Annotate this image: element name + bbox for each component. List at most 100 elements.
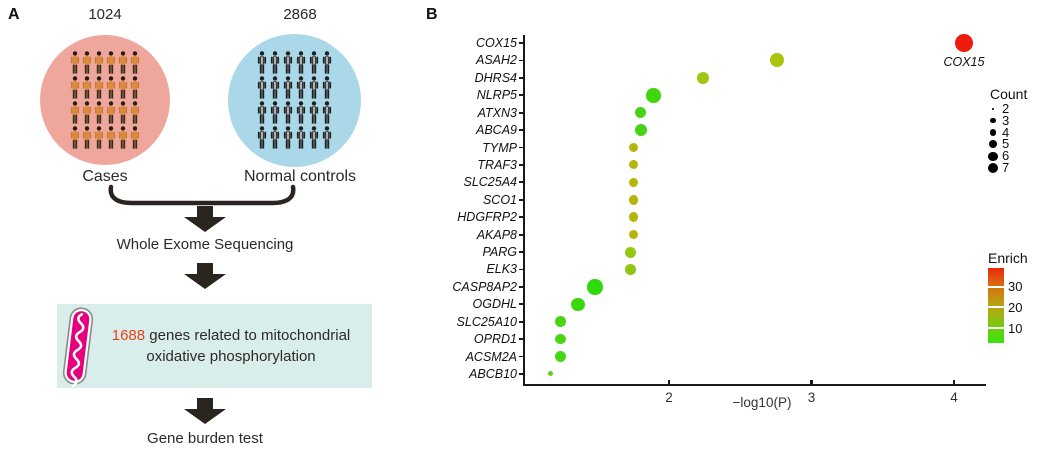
cases-count: 1024 <box>88 6 122 23</box>
person-icon <box>70 51 80 74</box>
gene-label-ASAH2: ASAH2 <box>476 53 517 68</box>
controls-label: Normal controls <box>243 168 357 185</box>
person-icon <box>309 126 319 149</box>
y-tick <box>519 320 524 323</box>
gene-label-SCO1: SCO1 <box>482 192 517 207</box>
x-axis-title: −log10(P) <box>732 395 792 410</box>
person-icon <box>94 76 104 99</box>
panel-b-label: B <box>426 6 438 23</box>
person-icon <box>130 51 140 74</box>
count-legend-label-6: 6 <box>1002 148 1010 164</box>
y-tick <box>519 59 524 62</box>
person-icon <box>322 126 332 149</box>
cases-label: Cases <box>82 168 128 185</box>
dot-COX15 <box>954 34 973 52</box>
person-icon <box>270 126 280 149</box>
count-legend-dot-4 <box>989 129 997 136</box>
controls-circle <box>228 34 361 167</box>
gene-label-ABCB10: ABCB10 <box>469 366 517 381</box>
y-axis-line <box>523 35 526 386</box>
gene-box-text: 1688 genes related to mitochondrial oxid… <box>96 325 372 367</box>
controls-count: 2868 <box>283 6 317 23</box>
gene-label-PARG: PARG <box>482 245 518 260</box>
y-tick <box>519 198 524 201</box>
person-icon <box>106 101 116 124</box>
enrich-tick <box>988 306 1004 308</box>
person-icon <box>257 76 267 99</box>
person-icon <box>283 51 293 74</box>
y-tick <box>519 338 524 341</box>
x-tick <box>952 379 956 384</box>
enrich-tick-label-20: 20 <box>1008 299 1023 315</box>
person-icon <box>118 126 128 149</box>
person-icon <box>118 76 128 99</box>
y-tick <box>519 111 524 114</box>
gene-label-SLC25A4: SLC25A4 <box>463 175 517 190</box>
person-icon <box>106 51 116 74</box>
gene-label-NLRP5: NLRP5 <box>476 88 517 103</box>
person-icon <box>94 101 104 124</box>
count-legend-label-3: 3 <box>1002 112 1010 128</box>
gene-label-TYMP: TYMP <box>482 140 517 155</box>
y-tick <box>519 355 524 358</box>
y-tick <box>519 268 524 271</box>
gene-label-ELK3: ELK3 <box>486 262 517 277</box>
dot-OGDHL <box>571 297 585 312</box>
gene-label-SLC25A10: SLC25A10 <box>456 314 517 329</box>
dot-CASP8AP2 <box>587 279 603 295</box>
y-tick <box>519 303 524 306</box>
count-legend-label-5: 5 <box>1002 136 1010 152</box>
person-icon <box>296 51 306 74</box>
gene-box-line1-rest: genes related to mitochondrial <box>145 327 351 344</box>
down-arrow-icon <box>184 398 226 424</box>
gene-box-line2: oxidative phosphorylation <box>146 348 316 365</box>
person-icon <box>82 126 92 149</box>
person-icon <box>130 126 140 149</box>
y-tick <box>519 42 524 44</box>
person-icon <box>257 51 267 74</box>
count-legend-label-2: 2 <box>1002 101 1010 116</box>
gene-label-ATXN3: ATXN3 <box>477 105 517 120</box>
mitochondrion-icon <box>62 307 94 387</box>
gene-box: 1688 genes related to mitochondrial oxid… <box>57 304 372 388</box>
person-icon <box>309 76 319 99</box>
enrich-tick-label-10: 10 <box>1008 320 1023 336</box>
y-tick <box>519 164 524 166</box>
gene-label-AKAP8: AKAP8 <box>476 227 517 242</box>
gene-label-ABCA9: ABCA9 <box>476 123 517 138</box>
person-icon <box>270 101 280 124</box>
person-icon <box>283 76 293 99</box>
step-wes-text: Whole Exome Sequencing <box>116 236 294 253</box>
dot-TYMP <box>628 143 638 153</box>
person-icon <box>322 101 332 124</box>
count-legend-dot-6 <box>988 151 998 161</box>
dot-DHRS4 <box>697 71 710 84</box>
dot-ELK3 <box>625 264 636 275</box>
gene-label-CASP8AP2: CASP8AP2 <box>452 279 517 294</box>
dot-OPRD1 <box>555 333 566 345</box>
person-icon <box>82 101 92 124</box>
y-tick <box>519 285 524 288</box>
dot-ABCA9 <box>634 124 647 137</box>
y-tick <box>519 373 524 375</box>
y-tick <box>519 181 524 184</box>
x-tick-label: 4 <box>950 390 958 405</box>
person-icon <box>106 126 116 149</box>
person-icon <box>94 51 104 74</box>
x-tick-label: 3 <box>807 390 816 405</box>
annotation-COX15: COX15 <box>943 55 985 69</box>
person-icon <box>322 76 332 99</box>
person-icon <box>106 76 116 99</box>
person-icon <box>270 51 280 74</box>
count-legend-title: Count <box>990 86 1028 102</box>
count-legend-dot-7 <box>987 162 999 174</box>
y-tick <box>519 94 524 97</box>
x-tick <box>810 379 813 384</box>
down-arrow-icon <box>184 263 226 289</box>
dot-AKAP8 <box>628 230 638 240</box>
count-legend-dot-2 <box>992 108 994 110</box>
person-icon <box>283 126 293 149</box>
count-legend-dot-3 <box>990 118 996 124</box>
dot-SCO1 <box>628 195 639 205</box>
person-icon <box>70 76 80 99</box>
